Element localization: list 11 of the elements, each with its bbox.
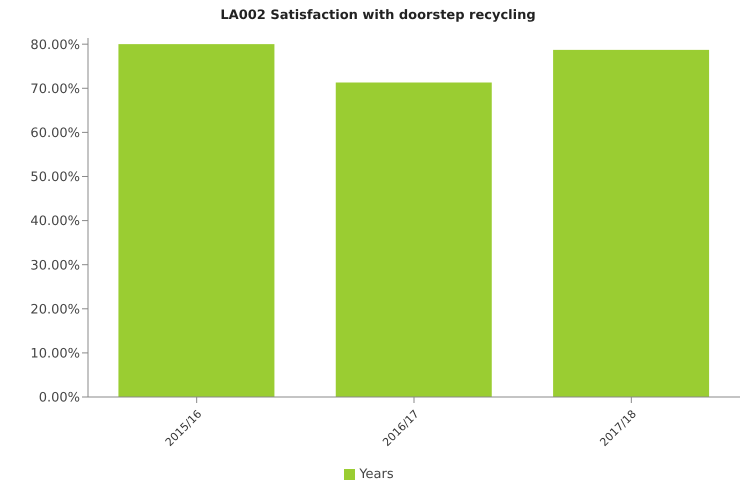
legend-label: Years bbox=[359, 467, 394, 482]
y-tick-label: 20.00% bbox=[30, 302, 80, 318]
y-tick-label: 60.00% bbox=[30, 126, 80, 141]
y-tick-label: 30.00% bbox=[30, 258, 80, 274]
y-tick-label: 10.00% bbox=[30, 346, 80, 362]
chart-title: LA002 Satisfaction with doorstep recycling bbox=[219, 8, 537, 25]
y-tick-label: 70.00% bbox=[30, 82, 80, 97]
y-tick-label: 80.00% bbox=[30, 38, 80, 53]
y-tick-label: 50.00% bbox=[30, 170, 80, 186]
y-tick-label: 40.00% bbox=[30, 214, 80, 230]
y-tick-label: 0.00% bbox=[38, 390, 80, 406]
